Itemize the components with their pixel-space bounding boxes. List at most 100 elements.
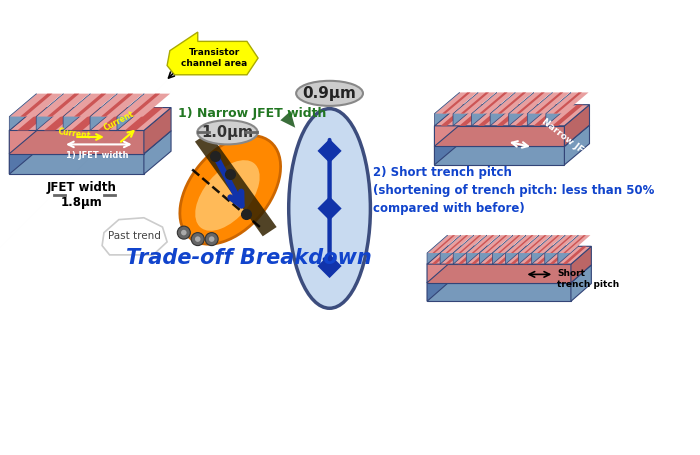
Polygon shape — [564, 105, 589, 146]
Polygon shape — [427, 265, 447, 301]
Polygon shape — [427, 246, 447, 283]
Polygon shape — [453, 235, 474, 264]
Ellipse shape — [209, 236, 214, 242]
Polygon shape — [9, 131, 171, 154]
Polygon shape — [318, 139, 342, 163]
Polygon shape — [458, 235, 482, 253]
Polygon shape — [63, 94, 90, 131]
Polygon shape — [435, 105, 589, 126]
Polygon shape — [471, 246, 496, 264]
Polygon shape — [9, 131, 144, 154]
Polygon shape — [144, 131, 171, 174]
Polygon shape — [571, 246, 592, 283]
Polygon shape — [427, 235, 447, 264]
Polygon shape — [490, 92, 515, 126]
Polygon shape — [444, 246, 469, 264]
Polygon shape — [473, 92, 514, 114]
Polygon shape — [497, 246, 522, 264]
Polygon shape — [519, 235, 539, 264]
Ellipse shape — [180, 136, 281, 244]
Polygon shape — [90, 94, 117, 131]
Text: 2) Short trench pitch
(shortening of trench pitch: less than 50%
compared with b: 2) Short trench pitch (shortening of tre… — [373, 167, 654, 215]
Ellipse shape — [181, 230, 187, 235]
Polygon shape — [506, 235, 538, 253]
Polygon shape — [102, 218, 167, 255]
Polygon shape — [480, 235, 500, 264]
Polygon shape — [125, 107, 163, 131]
Polygon shape — [44, 107, 83, 131]
Polygon shape — [435, 105, 459, 146]
Polygon shape — [441, 235, 472, 253]
Polygon shape — [546, 235, 578, 253]
Polygon shape — [537, 235, 560, 253]
Polygon shape — [433, 235, 455, 253]
Polygon shape — [454, 92, 496, 114]
Text: 1) JFET width: 1) JFET width — [66, 151, 129, 160]
Polygon shape — [427, 246, 592, 264]
Polygon shape — [9, 107, 36, 154]
Polygon shape — [558, 235, 578, 264]
Ellipse shape — [205, 233, 218, 246]
Polygon shape — [459, 105, 491, 126]
Polygon shape — [545, 235, 565, 264]
Polygon shape — [528, 92, 570, 114]
Polygon shape — [167, 32, 258, 75]
Polygon shape — [515, 105, 546, 126]
Polygon shape — [435, 92, 459, 126]
Polygon shape — [524, 235, 547, 253]
Polygon shape — [509, 92, 534, 126]
Polygon shape — [74, 94, 106, 116]
Polygon shape — [532, 235, 552, 264]
Polygon shape — [91, 94, 144, 116]
Polygon shape — [101, 94, 133, 116]
Polygon shape — [552, 105, 583, 126]
Polygon shape — [36, 94, 64, 131]
Text: Current: Current — [57, 127, 91, 141]
Polygon shape — [118, 94, 170, 116]
Polygon shape — [559, 235, 590, 253]
Polygon shape — [64, 94, 116, 116]
Polygon shape — [527, 92, 552, 126]
Polygon shape — [496, 105, 528, 126]
Polygon shape — [510, 246, 535, 264]
Text: Trade-off Breakdown: Trade-off Breakdown — [126, 248, 372, 268]
Polygon shape — [510, 92, 552, 114]
Polygon shape — [484, 246, 508, 264]
Polygon shape — [494, 235, 525, 253]
Polygon shape — [441, 105, 472, 126]
Polygon shape — [144, 107, 171, 154]
Polygon shape — [435, 125, 589, 146]
Polygon shape — [536, 246, 561, 264]
Polygon shape — [467, 235, 499, 253]
Text: 1) Narrow JFET width: 1) Narrow JFET width — [178, 107, 327, 120]
Polygon shape — [195, 132, 276, 236]
Polygon shape — [533, 235, 564, 253]
Polygon shape — [519, 235, 551, 253]
Polygon shape — [554, 92, 582, 114]
Polygon shape — [442, 92, 470, 114]
Polygon shape — [498, 235, 521, 253]
Polygon shape — [492, 235, 513, 264]
Polygon shape — [505, 235, 526, 264]
Ellipse shape — [191, 233, 204, 246]
Polygon shape — [472, 92, 497, 126]
Polygon shape — [498, 92, 526, 114]
Polygon shape — [564, 235, 586, 253]
Polygon shape — [128, 94, 160, 116]
Polygon shape — [440, 235, 461, 264]
Polygon shape — [9, 131, 36, 174]
Polygon shape — [511, 235, 533, 253]
Polygon shape — [427, 283, 571, 301]
Polygon shape — [435, 125, 459, 165]
Polygon shape — [427, 265, 592, 283]
Polygon shape — [491, 92, 533, 114]
Polygon shape — [18, 107, 55, 131]
Polygon shape — [533, 105, 565, 126]
Ellipse shape — [288, 109, 370, 308]
Polygon shape — [535, 92, 564, 114]
Text: Past trend: Past trend — [108, 231, 161, 241]
Polygon shape — [71, 107, 109, 131]
Polygon shape — [435, 146, 564, 165]
Text: Short
trench pitch: Short trench pitch — [557, 269, 620, 289]
Ellipse shape — [195, 236, 200, 242]
